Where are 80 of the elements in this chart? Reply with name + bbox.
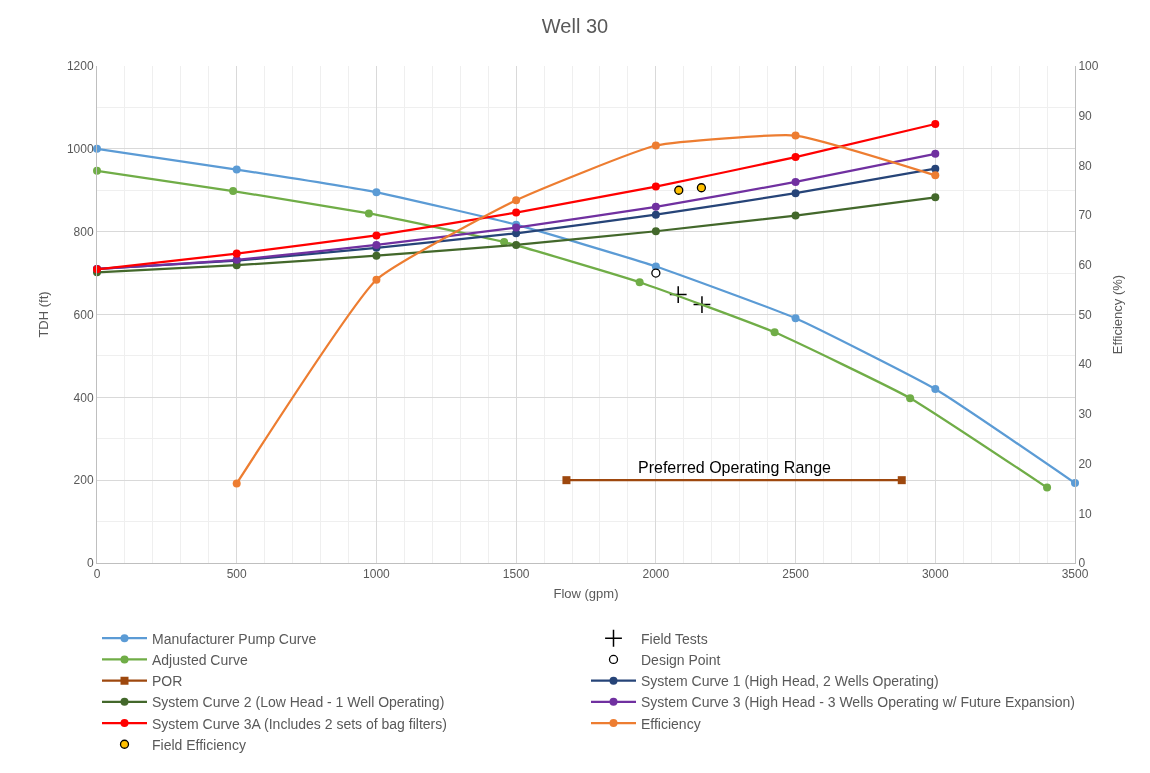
- point: [791, 131, 800, 140]
- y2-axis-title: Efficiency (%): [1110, 274, 1126, 355]
- point: [372, 231, 381, 240]
- y2-tick-label: 50: [1078, 307, 1093, 322]
- x-tick-label: 1000: [363, 567, 391, 582]
- y2-tick-label: 60: [1078, 258, 1093, 272]
- point: [229, 187, 238, 196]
- point: [770, 328, 779, 337]
- x-tick-label: 2000: [642, 567, 670, 582]
- y2-tick-label: 70: [1078, 208, 1093, 223]
- point: [791, 189, 800, 198]
- legend-label: Manufacturer Pump Curve: [152, 630, 317, 647]
- legend-label: Adjusted Curve: [152, 651, 248, 668]
- x-tick-label: 500: [226, 567, 248, 582]
- point: [791, 177, 800, 186]
- point: [651, 141, 660, 150]
- y2-tick-label: 100: [1078, 59, 1099, 74]
- point: [669, 285, 688, 304]
- point: [931, 385, 940, 394]
- legend-label: POR: [152, 673, 183, 690]
- point: [512, 196, 521, 205]
- point: [791, 153, 800, 162]
- y-tick-label: 1200: [66, 59, 94, 74]
- y2-tick-label: 10: [1078, 506, 1093, 521]
- y-tick-label: 0: [86, 556, 94, 571]
- y-tick-label: 800: [73, 224, 94, 239]
- point: [696, 183, 707, 193]
- point: [364, 209, 373, 218]
- point: [651, 202, 660, 211]
- point: [692, 295, 712, 314]
- y-tick-label: 600: [73, 307, 94, 322]
- legend-label: Field Efficiency: [152, 736, 246, 753]
- point: [372, 275, 381, 284]
- point: [931, 193, 940, 202]
- point: [674, 185, 684, 195]
- point: [791, 211, 800, 220]
- annotation: Preferred Operating Range: [638, 459, 832, 476]
- y-tick-label: 200: [73, 473, 94, 488]
- y-tick-label: 400: [73, 390, 94, 405]
- y2-tick-label: 30: [1078, 407, 1093, 422]
- point: [232, 165, 241, 174]
- y2-tick-label: 90: [1078, 108, 1093, 123]
- point: [93, 166, 101, 175]
- point: [562, 476, 571, 485]
- legend-label: System Curve 2 (Low Head - 1 Well Operating): [152, 694, 445, 711]
- point: [931, 171, 940, 180]
- chart-title: Well 30: [541, 15, 609, 38]
- x-tick-label: 1500: [502, 567, 530, 582]
- y-tick-label: 1000: [66, 142, 94, 157]
- point: [651, 268, 661, 278]
- point: [1043, 483, 1052, 492]
- legend-label: Design Point: [641, 651, 721, 668]
- x-tick-label: 2500: [782, 567, 810, 582]
- point: [512, 240, 521, 249]
- point: [651, 182, 660, 191]
- y2-tick-label: 20: [1078, 456, 1093, 471]
- y2-tick-label: 40: [1078, 357, 1093, 372]
- point: [906, 394, 915, 403]
- x-tick-label: 3500: [1061, 567, 1089, 582]
- legend-label: Efficiency: [641, 715, 701, 732]
- legend-label: System Curve 1 (High Head, 2 Wells Operating): [641, 673, 939, 690]
- x-axis-title: Flow (gpm): [553, 586, 619, 601]
- point: [512, 208, 521, 217]
- point: [931, 119, 940, 128]
- point: [232, 479, 241, 488]
- point: [372, 188, 381, 197]
- legend-label: System Curve 3A (Includes 2 sets of bag filters): [152, 715, 447, 732]
- legend-label: Field Tests: [641, 630, 708, 647]
- point: [635, 278, 644, 287]
- point: [651, 227, 660, 236]
- point: [931, 149, 940, 158]
- x-tick-label: 3000: [921, 567, 949, 582]
- y-axis-title: TDH (ft): [35, 291, 51, 338]
- point: [897, 476, 906, 485]
- legend-label: System Curve 3 (High Head - 3 Wells Operating w/ Future Expansion): [641, 694, 1075, 711]
- point: [232, 249, 241, 258]
- y2-tick-label: 80: [1078, 158, 1093, 173]
- point: [651, 210, 660, 219]
- point: [372, 251, 381, 260]
- point: [791, 314, 800, 323]
